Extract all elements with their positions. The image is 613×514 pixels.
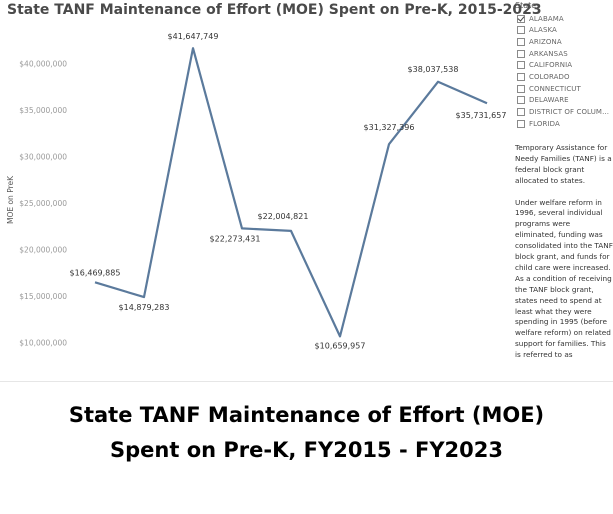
y-axis-label: MOE on PreK xyxy=(6,175,15,224)
state-filter-title: State xyxy=(515,1,537,10)
y-tick-label: $40,000,000 xyxy=(19,60,67,69)
y-tick-label: $25,000,000 xyxy=(19,199,67,208)
data-point[interactable] xyxy=(141,294,147,300)
chart-panel: $10,000,000 $15,000,000 $20,000,000 $25,000… xyxy=(0,0,613,382)
y-tick-label: $35,000,000 xyxy=(19,106,67,115)
data-point[interactable] xyxy=(288,228,294,234)
state-checkbox[interactable] xyxy=(517,84,525,93)
data-point[interactable] xyxy=(190,45,196,51)
data-point[interactable] xyxy=(337,333,343,339)
state-option[interactable]: ALASKA xyxy=(517,25,557,36)
data-point[interactable] xyxy=(484,100,490,106)
data-label: $31,327,396 xyxy=(364,123,415,132)
state-checkbox[interactable] xyxy=(517,37,525,46)
state-option-label: ARKANSAS xyxy=(529,49,568,58)
y-tick-label: $30,000,000 xyxy=(19,153,67,162)
data-point[interactable] xyxy=(239,225,245,231)
caption-line-1: State TANF Maintenance of Effort (MOE) xyxy=(68,403,545,427)
data-label: $16,469,885 xyxy=(70,268,121,277)
state-option[interactable]: ARIZONA xyxy=(517,36,562,47)
state-option-label: DELAWARE xyxy=(529,96,569,105)
state-option-label: FLORIDA xyxy=(529,119,560,128)
y-tick-label: $10,000,000 xyxy=(19,339,67,348)
notes-text: Temporary Assistance for Needy Families … xyxy=(515,143,613,372)
data-point[interactable] xyxy=(435,79,441,85)
state-checkbox[interactable] xyxy=(517,96,525,105)
data-label: $41,647,749 xyxy=(168,32,219,41)
data-label: $38,037,538 xyxy=(408,65,459,74)
state-option[interactable]: ARKANSAS xyxy=(517,48,568,59)
state-checkbox[interactable] xyxy=(517,73,525,81)
state-option[interactable]: ALABAMA xyxy=(517,13,564,24)
state-option-label: ALABAMA xyxy=(529,14,564,23)
series-line xyxy=(94,47,488,338)
data-point[interactable] xyxy=(386,141,392,147)
state-option-label: ARIZONA xyxy=(529,37,562,46)
data-label: $35,731,657 xyxy=(456,111,507,120)
state-checkbox[interactable] xyxy=(517,26,525,35)
data-label: $22,004,821 xyxy=(258,212,309,221)
caption: State TANF Maintenance of Effort (MOE) S… xyxy=(0,398,613,468)
state-option-label: CONNECTICUT xyxy=(529,84,581,93)
data-point[interactable] xyxy=(92,279,98,285)
state-option[interactable]: FLORIDA xyxy=(517,118,560,129)
state-option[interactable]: DISTRICT OF COLUM... xyxy=(517,107,609,118)
state-checkbox[interactable] xyxy=(517,119,525,128)
state-option-label: CALIFORNIA xyxy=(529,61,573,70)
state-checkbox[interactable] xyxy=(517,14,525,23)
y-tick-label: $15,000,000 xyxy=(19,292,67,301)
state-option[interactable]: CONNECTICUT xyxy=(517,83,581,94)
line-chart: $10,000,000 $15,000,000 $20,000,000 $25,000… xyxy=(6,32,507,350)
notes-paragraph-2: Under welfare reform in 1996, several in… xyxy=(515,197,613,360)
state-checkbox[interactable] xyxy=(517,108,525,117)
sidebar: State ALABAMA ALASKA ARIZONA ARKANSAS CALIFO… xyxy=(512,0,613,381)
state-option[interactable]: CALIFORNIA xyxy=(517,60,572,71)
data-label: $10,659,957 xyxy=(315,341,366,350)
state-option-label: ALASKA xyxy=(529,26,557,35)
chart-title: State TANF Maintenance of Effort (MOE) S… xyxy=(7,2,542,18)
state-option-label: COLORADO xyxy=(529,73,570,81)
state-option[interactable]: DELAWARE xyxy=(517,95,569,106)
caption-line-2: Spent on Pre-K, FY2015 - FY2023 xyxy=(110,438,503,462)
data-label: $22,273,431 xyxy=(210,234,261,243)
y-tick-label: $20,000,000 xyxy=(19,246,67,255)
state-checkbox[interactable] xyxy=(517,61,525,70)
state-option[interactable]: COLORADO xyxy=(517,72,570,83)
state-option-label: DISTRICT OF COLUM... xyxy=(529,108,610,117)
notes-paragraph-1: Temporary Assistance for Needy Families … xyxy=(515,143,612,185)
data-label: $14,879,283 xyxy=(119,303,170,312)
state-checkbox[interactable] xyxy=(517,49,525,58)
